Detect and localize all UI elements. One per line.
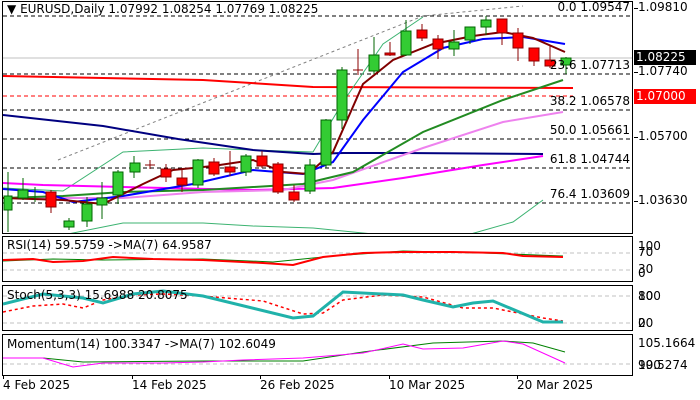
stoch-svg — [3, 289, 632, 324]
stoch-title: Stoch(5,3,3) 15.6988 20.8075 — [7, 288, 188, 302]
fib-label-38-2: 38.2 1.06578 — [549, 94, 630, 108]
stoch-pane[interactable]: Stoch(5,3,3) 15.6988 20.8075 — [2, 285, 633, 331]
close-value: 1.08225 — [268, 2, 319, 16]
symbol-label: EURUSD,Daily — [20, 2, 105, 16]
x-label: 14 Feb 2025 — [132, 378, 207, 392]
momentum-title: Momentum(14) 100.3347 ->MA(7) 102.6049 — [7, 337, 276, 351]
price-tick: 1.07740 — [638, 64, 688, 78]
x-label: 26 Feb 2025 — [260, 378, 335, 392]
price-axis[interactable]: 1.09810 1.07740 1.05700 1.03630 — [634, 0, 700, 233]
fib-label-61-8: 61.8 1.04744 — [549, 152, 630, 166]
momentum-svg — [3, 340, 632, 368]
x-label: 10 Mar 2025 — [389, 378, 466, 392]
rsi-pane[interactable]: RSI(14) 59.5759 ->MA(7) 64.9587 — [2, 236, 633, 282]
stoch-axis: 100 80 20 0 — [638, 289, 661, 330]
high-value: 1.08254 — [161, 2, 212, 16]
x-label: 20 Mar 2025 — [517, 378, 594, 392]
momentum-pane[interactable]: Momentum(14) 100.3347 ->MA(7) 102.6049 — [2, 334, 633, 376]
momentum-axis: 105.1664 100 99.5274 — [638, 336, 696, 372]
rsi-axis: 100 70 30 0 — [638, 239, 661, 280]
price-tick: 1.05700 — [638, 129, 688, 143]
price-tick: 1.09810 — [638, 0, 688, 14]
chart-header: ▼ EURUSD,Daily 1.07992 1.08254 1.07769 1… — [7, 2, 318, 16]
open-value: 1.07992 — [108, 2, 159, 16]
candles — [3, 16, 572, 232]
price-chart-pane[interactable]: ▼ EURUSD,Daily 1.07992 1.08254 1.07769 1… — [2, 1, 633, 234]
low-value: 1.07769 — [215, 2, 265, 16]
current-price-label: 1.08225 — [634, 50, 696, 65]
collapse-triangle-icon[interactable]: ▼ — [7, 2, 17, 16]
rsi-svg — [3, 250, 632, 271]
fib-label-50: 50.0 1.05661 — [549, 123, 630, 137]
price-chart-svg — [3, 5, 632, 233]
level-price-label: 1.07000 — [634, 89, 696, 104]
fib-label-0: 0.0 1.09547 — [557, 1, 630, 14]
x-label: 4 Feb 2025 — [3, 378, 71, 392]
price-tick: 1.03630 — [638, 193, 688, 207]
fib-label-76-4: 76.4 1.03609 — [549, 187, 630, 201]
rsi-title: RSI(14) 59.5759 ->MA(7) 64.9587 — [7, 238, 212, 252]
fib-label-23-6: 23.6 1.07713 — [549, 58, 630, 72]
